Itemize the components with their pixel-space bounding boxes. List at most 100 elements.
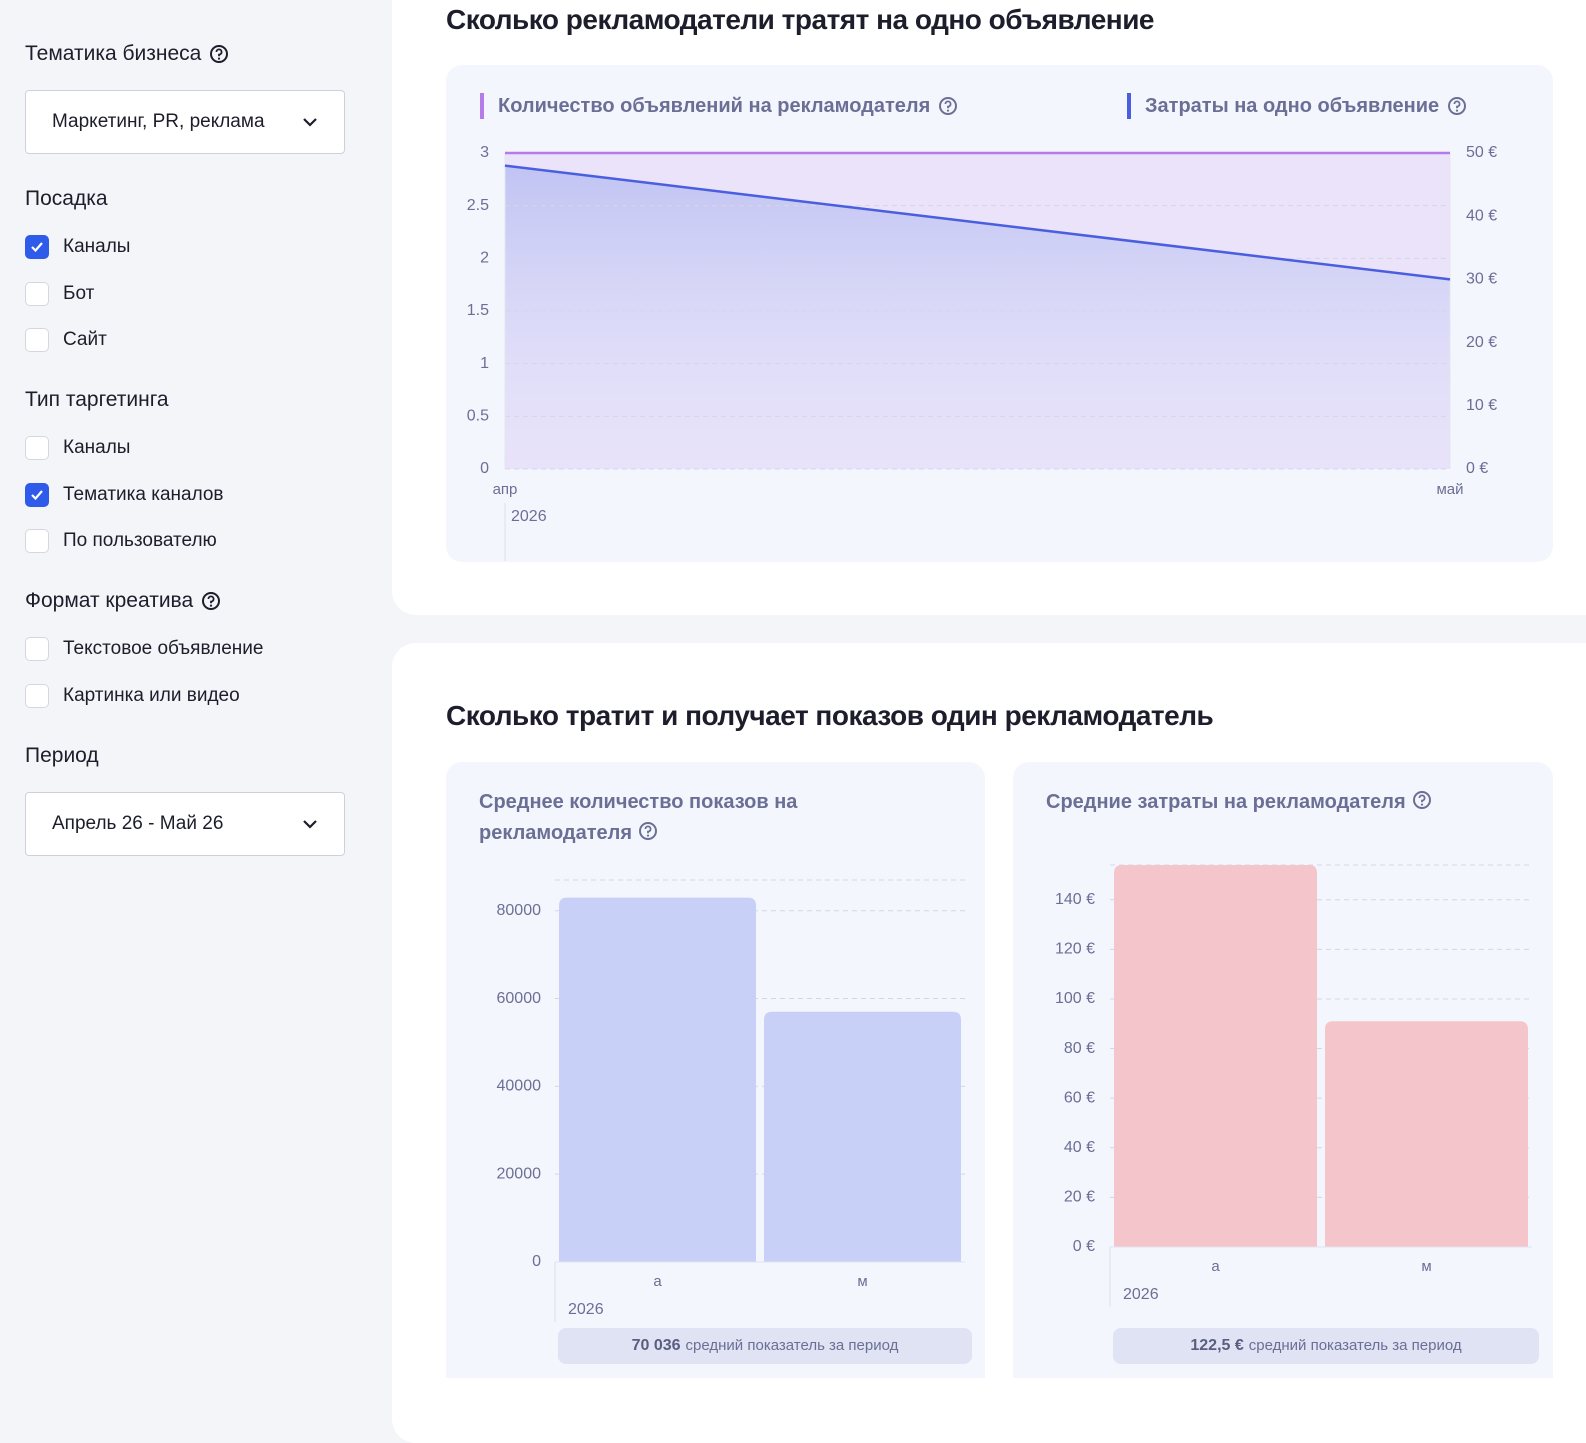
- checkbox[interactable]: [25, 436, 49, 460]
- group-title-text: Тип таргетинга: [25, 388, 169, 411]
- y-tick-label: 2: [480, 250, 489, 267]
- checkbox[interactable]: [25, 281, 49, 306]
- group-title: Формат креатива: [25, 589, 221, 613]
- checkbox-option[interactable]: Тематика каналов: [25, 482, 224, 507]
- dropdown[interactable]: Маркетинг, PR, реклама: [25, 90, 345, 154]
- x-tick-label: май: [1436, 481, 1463, 498]
- y-tick-label: 3: [480, 144, 489, 161]
- checkbox-option[interactable]: Бот: [25, 281, 94, 306]
- icon-glyph: [303, 819, 317, 829]
- y-tick-label: 1.5: [467, 302, 489, 319]
- summary: 122,5 € средний показатель за период: [1190, 1337, 1461, 1354]
- y-tick-label: 80 €: [1064, 1040, 1095, 1057]
- y2-tick-label: 0 €: [1466, 460, 1488, 477]
- y-tick-label: 0: [480, 460, 489, 477]
- y-tick-label: 1: [480, 355, 489, 372]
- chart-title: Средние затраты на рекламодателя: [1046, 787, 1496, 818]
- checkbox-option[interactable]: Сайт: [25, 328, 107, 352]
- group-title: Период: [25, 744, 99, 768]
- group-title-text: Тематика бизнеса: [25, 42, 202, 65]
- icon-ring: [1448, 97, 1467, 115]
- chevron-icon: [303, 118, 317, 127]
- help-icon: [639, 822, 658, 840]
- chart-title-text: Средние затраты на рекламодателя: [1046, 791, 1406, 813]
- y-tick-label: 40 €: [1064, 1139, 1095, 1156]
- y2-tick-label: 10 €: [1466, 397, 1497, 414]
- icon-glyph: [31, 242, 43, 253]
- icon-ring: [210, 45, 229, 63]
- icon-glyph: [207, 595, 215, 604]
- checkbox[interactable]: [25, 637, 49, 661]
- group-title: Тематика бизнеса: [25, 42, 229, 66]
- y2-tick-label: 50 €: [1466, 144, 1497, 161]
- icon-ring: [1412, 791, 1431, 809]
- checkbox-label: Сайт: [63, 329, 107, 350]
- x-sublabel: 2026: [568, 1301, 604, 1318]
- dropdown[interactable]: Апрель 26 - Май 26: [25, 791, 345, 856]
- charts: 00.511.522.530 €10 €20 €30 €40 €50 €апр м…: [446, 65, 1553, 1378]
- checkbox-label: Каналы: [63, 437, 131, 458]
- checkbox[interactable]: [25, 482, 49, 507]
- y2-tick-label: 40 €: [1466, 207, 1497, 224]
- icon-dot: [210, 604, 213, 607]
- icon-glyph: [1418, 794, 1426, 803]
- icon-dot: [1420, 803, 1423, 806]
- y-tick-label: 0 €: [1073, 1238, 1095, 1255]
- icon-dot: [947, 109, 950, 112]
- bar: [764, 1011, 961, 1262]
- checkbox-option[interactable]: По пользователю: [25, 529, 217, 553]
- checkbox-label: Картинка или видео: [63, 684, 240, 706]
- chart-title-text: Среднее количество показов на рекламодат…: [479, 791, 798, 844]
- y-tick-label: 60000: [497, 990, 542, 1007]
- checkbox[interactable]: [25, 529, 49, 553]
- summary-pill: [558, 1328, 972, 1364]
- icon-glyph: [944, 100, 952, 109]
- checkbox-option[interactable]: Каналы: [25, 436, 130, 460]
- y-tick-label: 120 €: [1055, 941, 1095, 958]
- icon-ring: [202, 592, 221, 610]
- legend-label: Количество объявлений на рекламодателя: [498, 94, 931, 117]
- y2-tick-label: 30 €: [1466, 271, 1497, 288]
- checkbox-option[interactable]: Текстовое объявление: [25, 637, 263, 661]
- check-icon: [31, 242, 43, 253]
- summary-text: средний показатель за период: [686, 1337, 899, 1354]
- icon-ring: [939, 97, 958, 115]
- bar: [1325, 1021, 1528, 1247]
- group-title-text: Посадка: [25, 187, 108, 210]
- check-icon: [31, 489, 43, 500]
- checkbox[interactable]: [25, 683, 49, 708]
- area: [505, 165, 1450, 469]
- section-title: Сколько тратит и получает показов один р…: [446, 700, 1214, 731]
- help-icon: [1448, 97, 1467, 115]
- summary-value: 70 036: [632, 1337, 681, 1354]
- icon-glyph: [215, 48, 223, 57]
- checkbox-option[interactable]: Каналы: [25, 235, 130, 259]
- checkbox-option[interactable]: Картинка или видео: [25, 683, 240, 708]
- icon-glyph: [303, 118, 317, 127]
- bar: [1114, 865, 1317, 1247]
- bar: [559, 897, 756, 1262]
- summary-text: средний показатель за период: [1249, 1337, 1462, 1354]
- checkbox-label: Тематика каналов: [63, 483, 224, 505]
- x-tick-label: м: [857, 1273, 867, 1290]
- icon-dot: [218, 57, 221, 60]
- summary: 70 036 средний показатель за период: [632, 1337, 899, 1354]
- checkbox-label: По пользователю: [63, 530, 217, 551]
- help-icon: [939, 97, 958, 115]
- group-title-text: Формат креатива: [25, 589, 194, 612]
- group-title: Посадка: [25, 187, 108, 211]
- y-tick-label: 60 €: [1064, 1089, 1095, 1106]
- y-tick-label: 100 €: [1055, 990, 1095, 1007]
- x-tick-label: апр: [493, 481, 518, 498]
- icon-dot: [646, 834, 650, 837]
- help-icon: [202, 592, 221, 610]
- section-title: Сколько рекламодатели тратят на одно объ…: [446, 4, 1155, 35]
- icon-glyph: [1453, 100, 1461, 109]
- group-title-text: Период: [25, 743, 99, 767]
- y-tick-label: 0.5: [467, 408, 489, 425]
- dropdown-value: Апрель 26 - Май 26: [52, 812, 224, 834]
- group-title: Тип таргетинга: [25, 388, 169, 412]
- legend-item: Затраты на одно объявление: [1127, 93, 1467, 119]
- checkbox[interactable]: [25, 235, 49, 259]
- checkbox[interactable]: [25, 328, 49, 352]
